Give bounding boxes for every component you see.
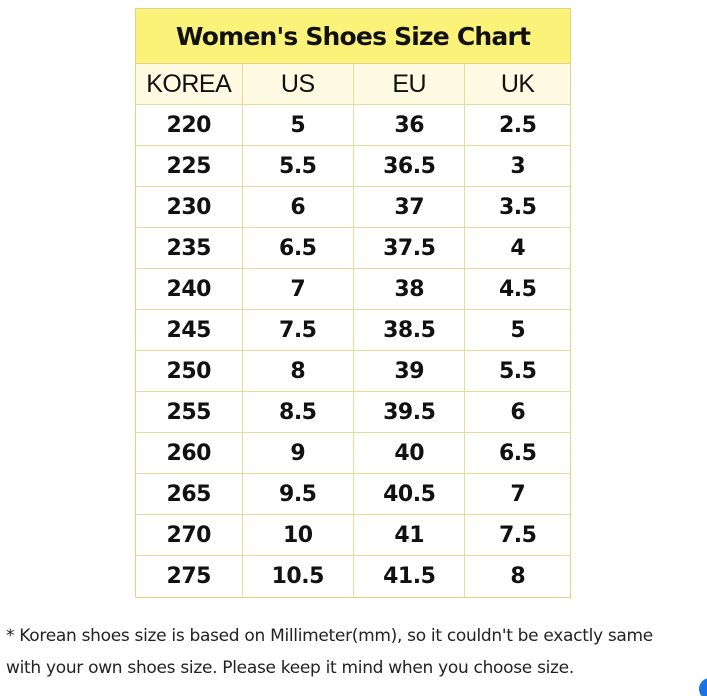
table-cell: 220 bbox=[136, 105, 243, 145]
table-row: 250 8 39 5.5 bbox=[136, 351, 570, 392]
table-row: 220 5 36 2.5 bbox=[136, 105, 570, 146]
note-line-2: with your own shoes size. Please keep it… bbox=[6, 658, 574, 678]
table-cell: 240 bbox=[136, 269, 243, 309]
table-cell: 265 bbox=[136, 474, 243, 514]
header-us: US bbox=[243, 64, 354, 104]
table-row: 255 8.5 39.5 6 bbox=[136, 392, 570, 433]
table-cell: 7.5 bbox=[499, 522, 537, 548]
chart-title: Women's Shoes Size Chart bbox=[136, 9, 570, 64]
table-cell: 37 bbox=[354, 187, 466, 227]
table-cell: 38 bbox=[354, 269, 466, 309]
table-cell: 250 bbox=[136, 351, 243, 391]
table-cell: 2.5 bbox=[499, 112, 537, 138]
table-cell: 6.5 bbox=[499, 440, 537, 466]
table-cell: 5.5 bbox=[499, 358, 537, 384]
table-cell: 36 bbox=[354, 105, 466, 145]
table-cell: 245 bbox=[136, 310, 243, 350]
table-cell: 8 bbox=[243, 351, 354, 391]
table-row: 245 7.5 38.5 5 bbox=[136, 310, 570, 351]
table-cell: 235 bbox=[136, 228, 243, 268]
header-eu: EU bbox=[354, 64, 466, 104]
table-row: 240 7 38 4.5 bbox=[136, 269, 570, 310]
table-cell: 9.5 bbox=[243, 474, 354, 514]
size-chart-table: Women's Shoes Size Chart KOREA US EU UK … bbox=[135, 8, 571, 598]
table-cell: 6 bbox=[243, 187, 354, 227]
table-cell: 8 bbox=[510, 564, 526, 589]
table-row: 265 9.5 40.5 7 bbox=[136, 474, 570, 515]
table-cell: 7 bbox=[510, 481, 526, 507]
table-cell: 41 bbox=[354, 515, 466, 555]
table-cell: 260 bbox=[136, 433, 243, 473]
table-cell: 7 bbox=[243, 269, 354, 309]
table-body: 220 5 36 2.5 225 5.5 36.5 3 230 6 37 3.5 235 6.5 37.5 4… bbox=[136, 105, 570, 597]
table-cell: 41.5 bbox=[354, 556, 466, 597]
table-cell: 8.5 bbox=[243, 392, 354, 432]
table-cell: 10 bbox=[243, 515, 354, 555]
table-cell: 5.5 bbox=[243, 146, 354, 186]
floating-action-button[interactable] bbox=[699, 678, 707, 696]
table-cell: 5 bbox=[243, 105, 354, 145]
table-cell: 36.5 bbox=[354, 146, 466, 186]
table-cell: 275 bbox=[136, 556, 243, 597]
table-cell: 3.5 bbox=[499, 194, 537, 220]
table-cell: 230 bbox=[136, 187, 243, 227]
table-cell: 270 bbox=[136, 515, 243, 555]
table-row: 225 5.5 36.5 3 bbox=[136, 146, 570, 187]
header-row: KOREA US EU UK bbox=[136, 64, 570, 105]
header-korea: KOREA bbox=[136, 64, 243, 104]
table-row: 260 9 40 6.5 bbox=[136, 433, 570, 474]
table-cell: 10.5 bbox=[243, 556, 354, 597]
table-cell: 5 bbox=[510, 317, 526, 343]
table-row: 235 6.5 37.5 4 bbox=[136, 228, 570, 269]
size-note: * Korean shoes size is based on Millimet… bbox=[6, 620, 706, 684]
table-cell: 7.5 bbox=[243, 310, 354, 350]
table-row: 270 10 41 7.5 bbox=[136, 515, 570, 556]
table-row: 230 6 37 3.5 bbox=[136, 187, 570, 228]
table-cell: 6.5 bbox=[243, 228, 354, 268]
table-cell: 255 bbox=[136, 392, 243, 432]
table-cell: 225 bbox=[136, 146, 243, 186]
note-line-1: * Korean shoes size is based on Millimet… bbox=[6, 626, 653, 646]
table-cell: 40.5 bbox=[354, 474, 466, 514]
table-cell: 4.5 bbox=[499, 276, 537, 302]
table-row: 275 10.5 41.5 8 bbox=[136, 556, 570, 597]
table-cell: 40 bbox=[354, 433, 466, 473]
table-cell: 9 bbox=[243, 433, 354, 473]
table-cell: 6 bbox=[510, 399, 526, 425]
table-cell: 38.5 bbox=[354, 310, 466, 350]
table-cell: 39.5 bbox=[354, 392, 466, 432]
table-cell: 37.5 bbox=[354, 228, 466, 268]
table-cell: 3 bbox=[510, 153, 526, 179]
header-uk: UK bbox=[500, 69, 535, 98]
table-cell: 39 bbox=[354, 351, 466, 391]
table-cell: 4 bbox=[510, 235, 526, 261]
